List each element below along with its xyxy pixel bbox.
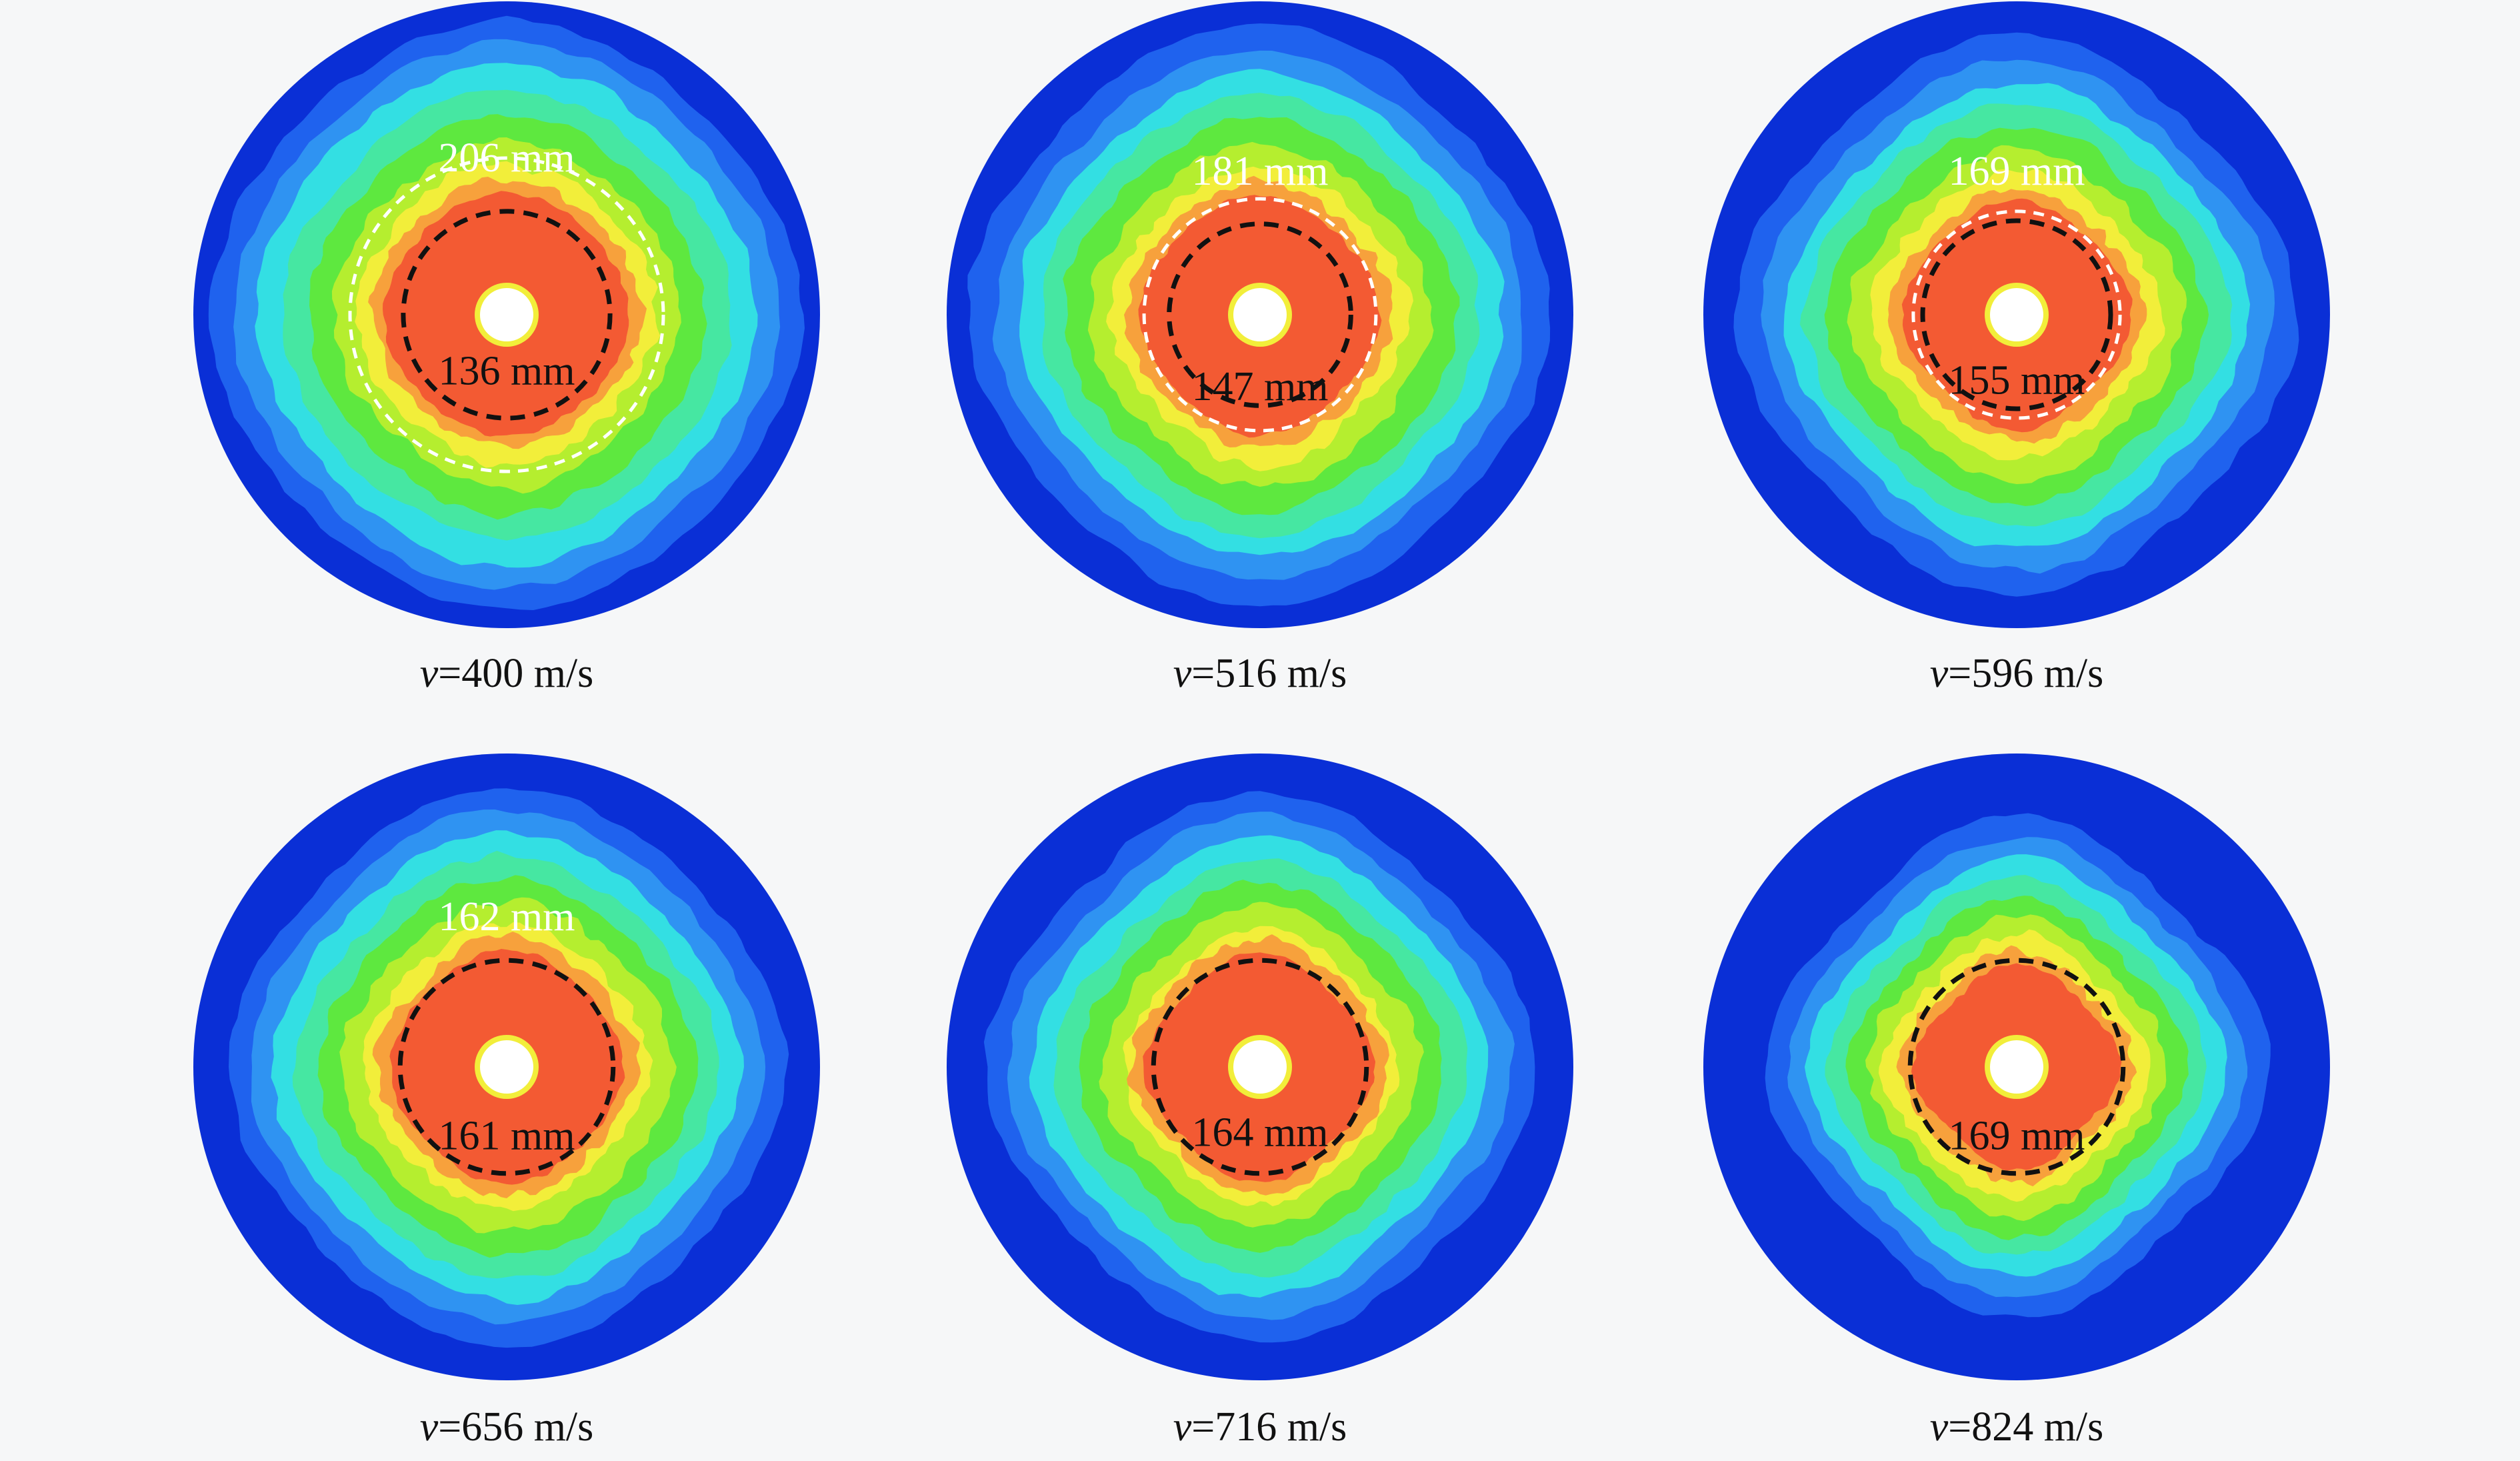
caption-variable: v [1930,651,1949,696]
black-dashed-ring [1907,958,2126,1176]
caption-variable: v [420,651,439,696]
black-dashed-ring [1151,958,1369,1176]
central-hole [480,288,533,341]
caption-variable: v [420,1404,439,1450]
contour-panel-5: 164 mm v=716 m/s [947,754,1573,1450]
velocity-caption: v=596 m/s [1930,651,2104,696]
contour-panel-6: 169 mm v=824 m/s [1703,754,2330,1450]
caption-value: =824 m/s [1948,1404,2103,1450]
black-dashed-ring [1920,218,2113,411]
velocity-caption: v=824 m/s [1930,1404,2104,1450]
inner-ring-diameter-label: 164 mm [1192,1110,1329,1156]
caption-variable: v [1173,1404,1192,1450]
caption-value: =400 m/s [438,651,593,696]
velocity-caption: v=656 m/s [420,1404,594,1450]
velocity-caption: v=516 m/s [1173,651,1347,696]
caption-value: =596 m/s [1948,651,2103,696]
contour-panel-1: 206 mm 136 mm v=400 m/s [193,1,820,696]
black-dashed-ring [397,958,616,1176]
caption-variable: v [1930,1404,1949,1450]
white-dashed-ring [1911,209,2122,420]
velocity-caption: v=400 m/s [420,651,594,696]
central-hole [480,1040,533,1094]
central-hole [1233,1040,1287,1094]
inner-ring-diameter-label: 161 mm [439,1113,575,1158]
white-dashed-ring [1142,197,1378,433]
inner-ring-diameter-label: 155 mm [1949,358,2085,403]
white-dashed-ring [348,156,665,473]
outer-ring-diameter-label: 181 mm [1192,149,1329,194]
central-hole [1990,1040,2043,1094]
contour-panel-4: 162 mm 161 mm v=656 m/s [193,754,820,1450]
contour-panel-2: 181 mm 147 mm v=516 m/s [947,1,1573,696]
velocity-caption: v=716 m/s [1173,1404,1347,1450]
black-dashed-ring [401,209,613,421]
inner-ring-diameter-label: 169 mm [1949,1113,2085,1158]
contour-panel-3: 169 mm 155 mm v=596 m/s [1703,1,2330,696]
central-hole [1233,288,1287,341]
caption-value: =516 m/s [1191,651,1347,696]
central-hole [1990,288,2043,341]
outer-ring-diameter-label: 206 mm [439,135,575,181]
inner-ring-diameter-label: 147 mm [1192,364,1329,409]
caption-value: =656 m/s [438,1404,593,1450]
caption-value: =716 m/s [1191,1404,1347,1450]
outer-ring-diameter-label: 162 mm [439,894,575,940]
outer-ring-diameter-label: 169 mm [1949,149,2085,194]
caption-variable: v [1173,651,1192,696]
inner-ring-diameter-label: 136 mm [439,349,575,394]
